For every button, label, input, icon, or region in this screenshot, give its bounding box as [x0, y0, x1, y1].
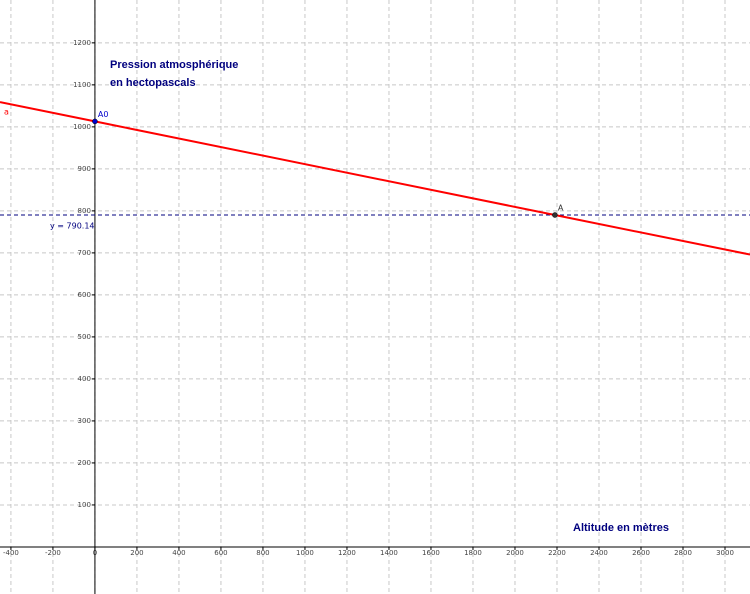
- y-tick-label: 1200: [73, 39, 91, 47]
- x-tick-label: 1800: [464, 549, 482, 557]
- x-tick-label: 2000: [506, 549, 524, 557]
- point: [552, 212, 558, 218]
- x-tick-label: 2200: [548, 549, 566, 557]
- x-tick-label: 1400: [380, 549, 398, 557]
- y-tick-label: 500: [78, 333, 91, 341]
- y-tick-label: 200: [78, 459, 91, 467]
- x-tick-label: -400: [3, 549, 19, 557]
- annotation: Altitude en mètres: [573, 522, 669, 534]
- x-tick-label: 800: [256, 549, 269, 557]
- x-tick-label: 200: [130, 549, 143, 557]
- point: [92, 118, 98, 125]
- y-tick-label: 600: [78, 291, 91, 299]
- x-tick-label: 2600: [632, 549, 650, 557]
- x-tick-label: 400: [172, 549, 185, 557]
- y-tick-label: 800: [78, 207, 91, 215]
- x-tick-label: 600: [214, 549, 227, 557]
- line-label: y = 790.14: [50, 222, 95, 231]
- y-tick-label: 400: [78, 375, 91, 383]
- point-label: A: [558, 204, 564, 213]
- y-tick-label: 1000: [73, 123, 91, 131]
- annotation: Pression atmosphérique: [110, 59, 238, 71]
- x-tick-label: -200: [45, 549, 61, 557]
- y-tick-label: 300: [78, 417, 91, 425]
- x-tick-label: 2400: [590, 549, 608, 557]
- x-tick-label: 2800: [674, 549, 692, 557]
- y-tick-label: 700: [78, 249, 91, 257]
- y-tick-label: 100: [78, 501, 91, 509]
- series-label: a: [4, 108, 9, 117]
- y-tick-label: 1100: [73, 81, 91, 89]
- annotation: en hectopascals: [110, 77, 196, 89]
- x-tick-label: 1600: [422, 549, 440, 557]
- x-tick-label: 1200: [338, 549, 356, 557]
- y-tick-label: 900: [78, 165, 91, 173]
- data-line: [0, 101, 750, 256]
- x-tick-label: 3000: [716, 549, 734, 557]
- point-label: A0: [98, 110, 109, 119]
- x-tick-label: 1000: [296, 549, 314, 557]
